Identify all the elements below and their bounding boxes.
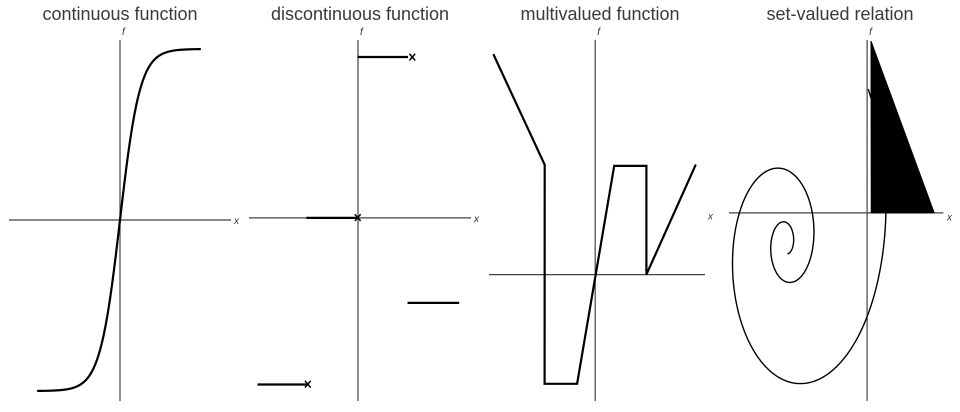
svg-text:f: f: [869, 27, 873, 38]
svg-text:x: x: [473, 214, 480, 225]
svg-text:x: x: [233, 216, 240, 227]
svg-text:x: x: [946, 213, 953, 224]
svg-text:x: x: [707, 212, 714, 223]
svg-text:f: f: [597, 27, 601, 38]
svg-text:f: f: [360, 27, 364, 38]
svg-text:f: f: [122, 27, 126, 38]
